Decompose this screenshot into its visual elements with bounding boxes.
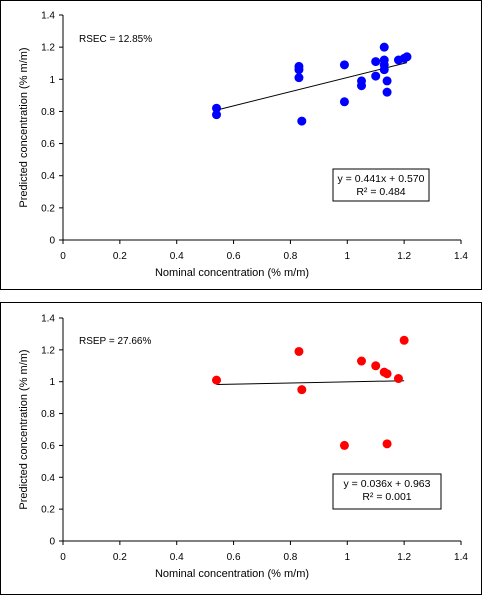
data-point xyxy=(399,335,409,345)
x-tick-label: 0 xyxy=(60,552,66,563)
y-tick-label: 1.4 xyxy=(41,11,55,22)
x-axis-label: Nominal concentration (% m/m) xyxy=(155,568,309,580)
calibration-chart: 0 0.2 0.4 0.6 0.8 1 1.2 1.4 0 0.2 0.4 0.6 0.8 1 1.2 1.4… xyxy=(18,11,468,280)
r-squared-value: R² = 0.484 xyxy=(356,186,405,198)
y-tick-label: 1 xyxy=(49,75,55,86)
x-tick-label: 1.4 xyxy=(454,552,468,563)
prediction-chart: 0 0.2 0.4 0.6 0.8 1 1.2 1.4 0 0.2 0.4 0.6 0.8 1 1.2 1.4… xyxy=(18,314,468,581)
y-tick-label: 0.6 xyxy=(41,441,55,452)
y-axis-label: Predicted concentration (% m/m) xyxy=(18,47,30,207)
y-tick-label: 1.4 xyxy=(41,314,55,325)
y-tick-label: 0 xyxy=(49,537,55,548)
x-tick-label: 1 xyxy=(345,552,351,563)
x-tick-label: 0.6 xyxy=(227,552,241,563)
y-tick-label: 1.2 xyxy=(41,345,55,356)
x-tick-label: 0.4 xyxy=(170,552,184,563)
data-point xyxy=(379,65,389,75)
x-tick-label: 1.2 xyxy=(397,552,411,563)
y-tick-label: 0.4 xyxy=(41,473,55,484)
x-tick-label: 1.2 xyxy=(397,251,411,262)
x-tick-label: 0.8 xyxy=(283,251,297,262)
data-point xyxy=(371,361,381,371)
regression-equation: y = 0.441x + 0.570 xyxy=(338,173,425,185)
data-point xyxy=(402,52,412,62)
data-point xyxy=(393,374,403,384)
calibration-chart-panel: 0 0.2 0.4 0.6 0.8 1 1.2 1.4 0 0.2 0.4 0.6 0.8 1 1.2 1.4… xyxy=(0,0,482,290)
prediction-chart-panel: 0 0.2 0.4 0.6 0.8 1 1.2 1.4 0 0.2 0.4 0.6 0.8 1 1.2 1.4… xyxy=(0,302,482,595)
y-tick-label: 0.8 xyxy=(41,409,55,420)
x-axis-label: Nominal concentration (% m/m) xyxy=(155,267,309,279)
data-point xyxy=(212,375,222,385)
data-point xyxy=(379,42,389,52)
x-tick-label: 1 xyxy=(345,251,351,262)
x-tick-label: 1.4 xyxy=(454,251,468,262)
trendline xyxy=(216,380,405,386)
data-point xyxy=(371,57,381,67)
data-point xyxy=(297,116,307,126)
x-tick-label: 0.8 xyxy=(283,552,297,563)
r-squared-value: R² = 0.001 xyxy=(362,491,411,503)
data-point xyxy=(339,440,349,450)
data-point xyxy=(357,81,366,91)
data-point xyxy=(382,369,392,379)
data-point xyxy=(339,97,349,107)
trendline xyxy=(216,62,408,111)
rse-annotation: RSEP = 27.66% xyxy=(79,336,151,347)
data-point xyxy=(294,65,304,75)
equation-box xyxy=(332,168,430,202)
data-point xyxy=(297,385,307,395)
data-point xyxy=(212,103,222,113)
y-axis-label: Predicted concentration (% m/m) xyxy=(18,349,30,509)
regression-equation: y = 0.036x + 0.963 xyxy=(344,478,431,490)
x-tick-label: 0.2 xyxy=(113,251,127,262)
data-point xyxy=(382,76,392,86)
data-point xyxy=(371,71,381,81)
y-tick-label: 1.2 xyxy=(41,43,55,54)
data-point xyxy=(382,87,392,97)
x-tick-label: 0.2 xyxy=(113,552,127,563)
data-point xyxy=(294,346,304,356)
x-tick-label: 0 xyxy=(60,251,66,262)
data-point xyxy=(382,439,392,449)
y-tick-label: 1 xyxy=(49,377,55,388)
data-point xyxy=(339,60,349,70)
y-tick-label: 0.4 xyxy=(41,171,55,182)
y-tick-label: 0.2 xyxy=(41,203,55,214)
data-point xyxy=(357,356,366,366)
x-tick-label: 0.6 xyxy=(227,251,241,262)
rse-annotation: RSEC = 12.85% xyxy=(79,34,152,45)
data-point xyxy=(212,110,222,120)
equation-box xyxy=(332,473,442,510)
y-tick-label: 0 xyxy=(49,236,55,247)
y-tick-label: 0.2 xyxy=(41,505,55,516)
y-tick-label: 0.6 xyxy=(41,139,55,150)
x-tick-label: 0.4 xyxy=(170,251,184,262)
y-tick-label: 0.8 xyxy=(41,107,55,118)
data-point xyxy=(294,73,304,83)
